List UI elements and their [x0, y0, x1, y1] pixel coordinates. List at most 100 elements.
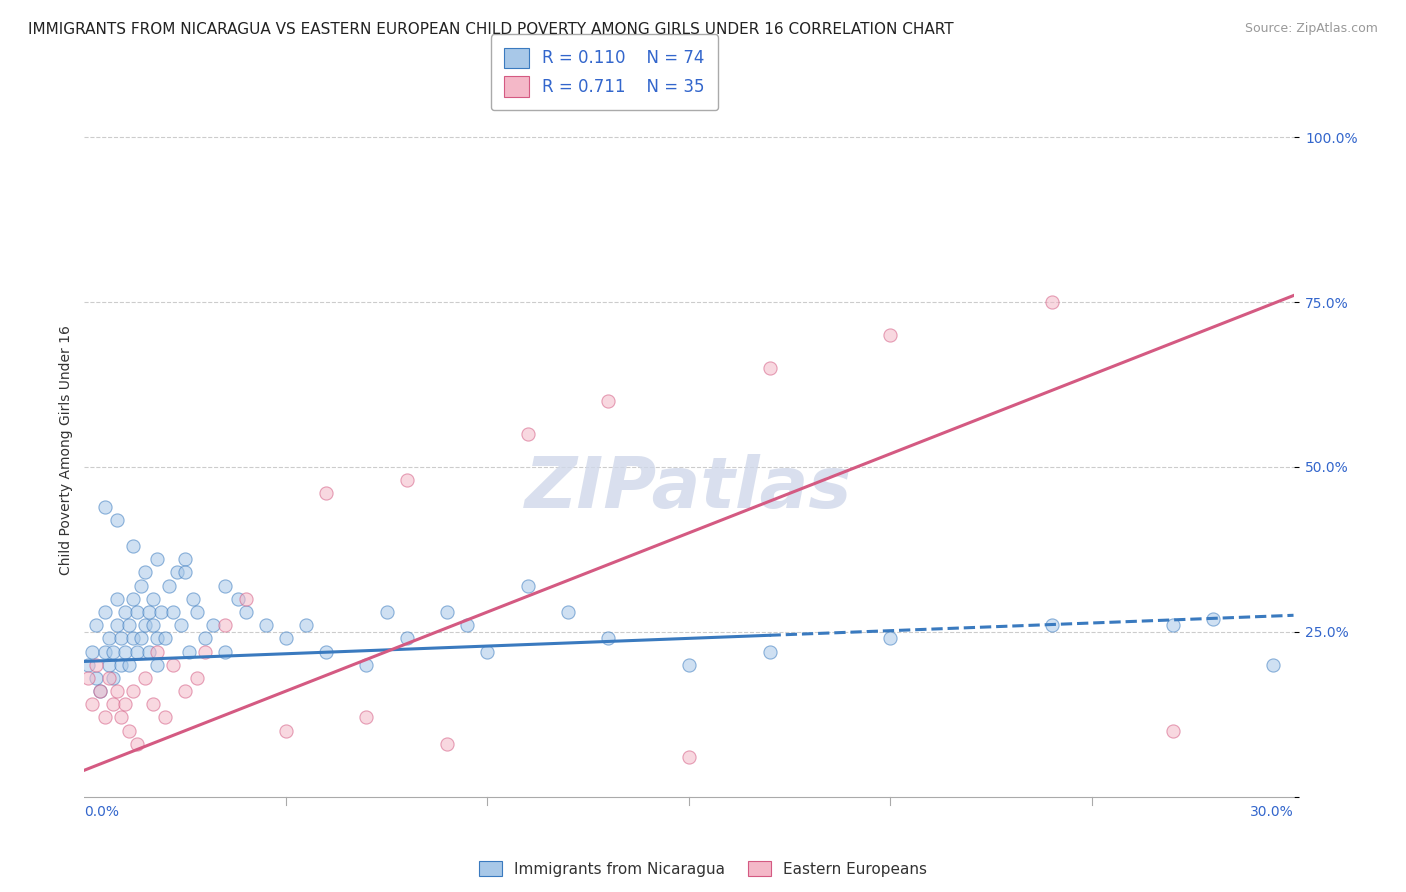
Point [146, 644, 169, 658]
Point [105, 618, 128, 632]
Point [1040, 295, 1063, 310]
Point [93, 500, 115, 514]
Text: IMMIGRANTS FROM NICARAGUA VS EASTERN EUROPEAN CHILD POVERTY AMONG GIRLS UNDER 16: IMMIGRANTS FROM NICARAGUA VS EASTERN EUR… [28, 22, 953, 37]
Point [118, 618, 141, 632]
Point [93, 605, 115, 619]
Point [114, 644, 136, 658]
Point [214, 644, 236, 658]
Point [138, 605, 160, 619]
Point [226, 591, 249, 606]
Point [142, 698, 165, 712]
Point [101, 671, 124, 685]
Point [134, 566, 156, 580]
Text: 30.0%: 30.0% [1250, 805, 1294, 820]
Point [77, 671, 100, 685]
Point [166, 566, 188, 580]
Point [105, 591, 128, 606]
Point [121, 684, 143, 698]
Point [174, 552, 197, 566]
Point [202, 618, 225, 632]
Point [118, 657, 141, 672]
Point [194, 644, 217, 658]
Point [214, 618, 236, 632]
Point [879, 632, 901, 646]
Point [146, 552, 169, 566]
Point [170, 618, 193, 632]
Point [110, 657, 132, 672]
Point [235, 591, 257, 606]
Point [315, 644, 337, 658]
Point [121, 632, 143, 646]
Point [125, 605, 148, 619]
Point [77, 657, 100, 672]
Point [153, 710, 176, 724]
Point [93, 710, 115, 724]
Point [174, 684, 197, 698]
Point [97, 657, 120, 672]
Point [149, 605, 172, 619]
Point [114, 698, 136, 712]
Point [274, 632, 297, 646]
Point [97, 632, 120, 646]
Legend: Immigrants from Nicaragua, Eastern Europeans: Immigrants from Nicaragua, Eastern Europ… [471, 853, 935, 884]
Point [758, 361, 780, 376]
Point [129, 579, 152, 593]
Point [125, 737, 148, 751]
Point [86, 657, 108, 672]
Point [110, 632, 132, 646]
Point [254, 618, 277, 632]
Point [105, 684, 128, 698]
Point [82, 698, 104, 712]
Point [121, 539, 143, 553]
Point [142, 618, 165, 632]
Point [456, 618, 478, 632]
Point [134, 671, 156, 685]
Point [157, 579, 180, 593]
Point [214, 579, 236, 593]
Point [879, 328, 901, 343]
Text: Source: ZipAtlas.com: Source: ZipAtlas.com [1244, 22, 1378, 36]
Point [477, 644, 499, 658]
Point [129, 632, 152, 646]
Point [179, 644, 201, 658]
Point [134, 618, 156, 632]
Point [146, 657, 169, 672]
Text: ZIPatlas: ZIPatlas [526, 454, 852, 523]
Text: 0.0%: 0.0% [84, 805, 120, 820]
Point [395, 473, 418, 487]
Point [436, 605, 458, 619]
Point [105, 513, 128, 527]
Point [194, 632, 217, 646]
Point [121, 591, 143, 606]
Point [162, 657, 184, 672]
Point [181, 591, 204, 606]
Point [125, 644, 148, 658]
Point [1263, 657, 1285, 672]
Point [1161, 723, 1184, 738]
Point [101, 644, 124, 658]
Point [516, 579, 538, 593]
Point [235, 605, 257, 619]
Point [174, 566, 197, 580]
Legend: R = 0.110    N = 74, R = 0.711    N = 35: R = 0.110 N = 74, R = 0.711 N = 35 [491, 34, 718, 110]
Point [375, 605, 398, 619]
Point [315, 486, 337, 500]
Point [186, 671, 208, 685]
Point [598, 632, 620, 646]
Point [758, 644, 780, 658]
Point [162, 605, 184, 619]
Point [153, 632, 176, 646]
Point [86, 618, 108, 632]
Point [138, 644, 160, 658]
Point [1161, 618, 1184, 632]
Point [274, 723, 297, 738]
Point [678, 657, 700, 672]
Point [557, 605, 579, 619]
Point [295, 618, 318, 632]
Point [89, 684, 111, 698]
Point [86, 671, 108, 685]
Point [356, 710, 378, 724]
Point [89, 684, 111, 698]
Point [118, 723, 141, 738]
Point [678, 750, 700, 764]
